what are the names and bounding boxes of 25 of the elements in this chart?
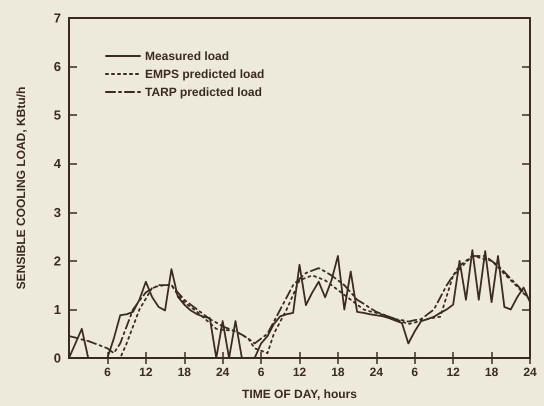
x-axis-title: TIME OF DAY, hours bbox=[242, 387, 358, 401]
legend-label: Measured load bbox=[145, 49, 230, 63]
x-tick-label: 6 bbox=[411, 365, 418, 379]
y-tick-label: 3 bbox=[54, 204, 61, 220]
x-tick-label: 18 bbox=[484, 365, 499, 379]
x-tick-label: 6 bbox=[104, 365, 112, 379]
x-tick-label: 6 bbox=[258, 365, 265, 379]
y-axis-title: SENSIBLE COOLING LOAD, KBtu/h bbox=[14, 86, 28, 290]
x-tick-label: 18 bbox=[331, 365, 345, 379]
x-tick-label: 18 bbox=[178, 365, 192, 379]
y-tick-label: 0 bbox=[54, 350, 61, 366]
y-tick-label: 5 bbox=[54, 108, 61, 123]
x-tick-label: 12 bbox=[446, 365, 460, 379]
x-tick-label: 24 bbox=[370, 365, 384, 379]
x-tick-label: 24 bbox=[523, 365, 537, 379]
legend-label: TARP predicted load bbox=[145, 85, 262, 99]
y-tick-label: 7 bbox=[54, 10, 61, 26]
x-tick-label: 12 bbox=[139, 365, 153, 379]
y-tick-label: 2 bbox=[54, 253, 61, 268]
x-tick-label: 24 bbox=[216, 365, 230, 379]
y-tick-label: 6 bbox=[54, 59, 61, 74]
legend-label: EMPS predicted load bbox=[145, 67, 264, 81]
y-tick-label: 4 bbox=[54, 156, 62, 172]
x-tick-label: 12 bbox=[292, 365, 306, 379]
y-tick-label: 1 bbox=[54, 302, 61, 317]
